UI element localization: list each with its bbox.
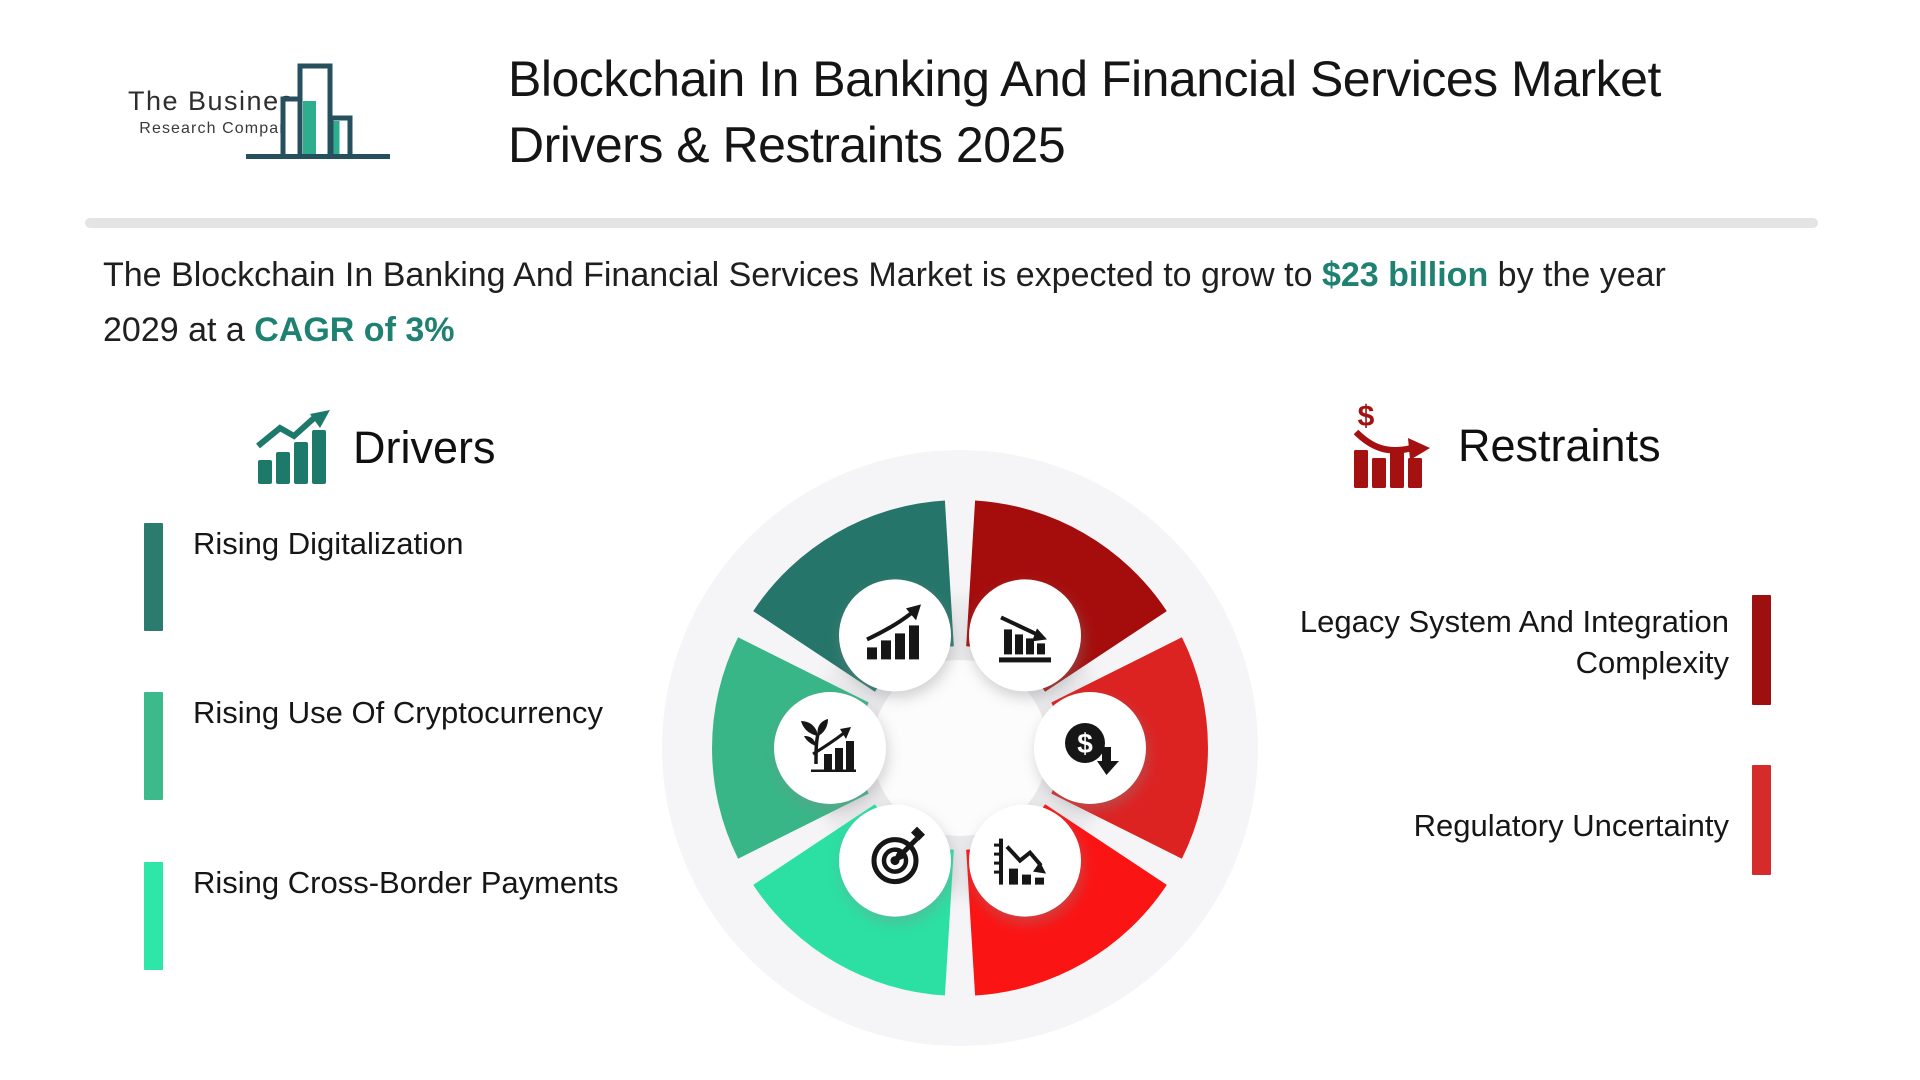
page-title: Blockchain In Banking And Financial Serv… bbox=[508, 46, 1661, 178]
driver-label: Rising Use Of Cryptocurrency bbox=[193, 695, 604, 730]
logo-green-bar-small bbox=[333, 121, 340, 154]
restraint-label: Legacy System And Integration Complexity bbox=[1299, 604, 1729, 680]
restraint-label: Regulatory Uncertainty bbox=[1413, 808, 1729, 843]
driver-bar bbox=[144, 692, 163, 800]
cagr-highlight: CAGR of 3% bbox=[254, 311, 455, 349]
drivers-growth-icon bbox=[256, 410, 334, 495]
logo-name: The Business bbox=[128, 86, 310, 116]
driver-bar bbox=[144, 862, 163, 970]
restraints-decline-icon: $ bbox=[1350, 400, 1434, 495]
driver-item: Rising Digitalization bbox=[144, 523, 784, 631]
declining-line-chart-icon bbox=[994, 838, 1046, 885]
company-logo: The Business Research Company bbox=[128, 88, 310, 137]
target-arrow-icon bbox=[871, 826, 925, 885]
svg-text:$: $ bbox=[1077, 728, 1093, 759]
dollar-decline-icon: $ bbox=[1065, 723, 1119, 775]
market-summary: The Blockchain In Banking And Financial … bbox=[103, 248, 1666, 358]
driver-label: Rising Digitalization bbox=[193, 526, 464, 561]
driver-label: Rising Cross-Border Payments bbox=[193, 865, 619, 900]
restraint-item: Regulatory Uncertainty bbox=[1150, 765, 1771, 875]
wheel-center bbox=[872, 660, 1048, 836]
summary-line1: The Blockchain In Banking And Financial … bbox=[103, 256, 1666, 294]
logo-green-bar bbox=[303, 101, 316, 154]
logo-subname: Research Company bbox=[139, 120, 299, 137]
driver-item: Rising Cross-Border Payments bbox=[144, 862, 784, 970]
page-title-line2: Drivers & Restraints 2025 bbox=[508, 117, 1066, 173]
driver-item: Rising Use Of Cryptocurrency bbox=[144, 692, 784, 800]
header-divider bbox=[85, 218, 1818, 228]
drivers-section-title: Drivers bbox=[353, 422, 496, 473]
driver-bar bbox=[144, 523, 163, 631]
summary-line2: 2029 at a CAGR of 3% bbox=[103, 311, 455, 349]
declining-bars-icon bbox=[999, 615, 1051, 663]
restraint-item: Legacy System And Integration Complexity bbox=[1150, 595, 1771, 705]
plant-growth-icon bbox=[801, 719, 856, 772]
drivers-restraints-wheel: $ bbox=[662, 450, 1258, 1046]
logo-bar-chart-icon bbox=[246, 55, 396, 167]
market-value-highlight: $23 billion bbox=[1321, 256, 1489, 294]
restraints-section-title: Restraints bbox=[1458, 420, 1661, 471]
restraint-bar bbox=[1752, 765, 1771, 875]
restraint-bar bbox=[1752, 595, 1771, 705]
dollar-glyph: $ bbox=[1358, 402, 1375, 433]
page-title-line1: Blockchain In Banking And Financial Serv… bbox=[508, 51, 1661, 107]
growth-chart-icon bbox=[866, 604, 921, 660]
